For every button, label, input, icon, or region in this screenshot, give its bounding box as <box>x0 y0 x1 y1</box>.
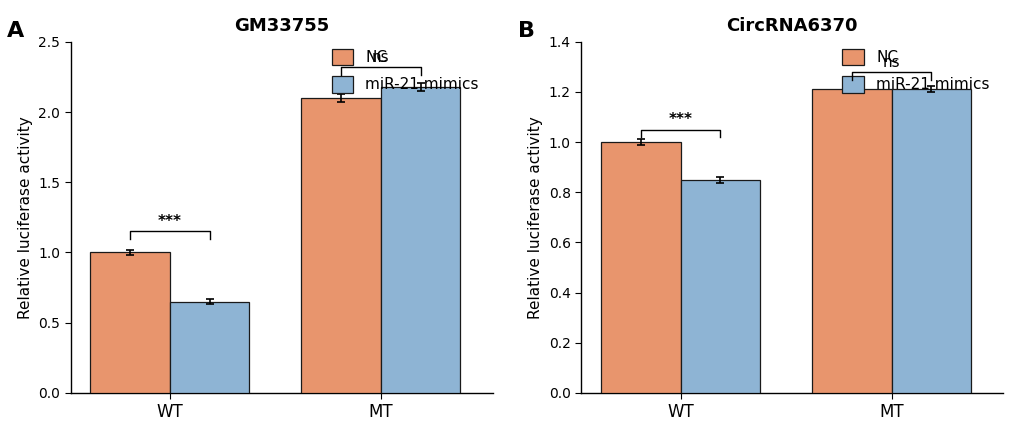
Title: CircRNA6370: CircRNA6370 <box>726 17 857 35</box>
Text: ns: ns <box>372 50 389 65</box>
Bar <box>91 252 170 393</box>
Bar <box>680 180 759 393</box>
Text: B: B <box>518 21 534 41</box>
Text: ***: *** <box>158 214 181 229</box>
Bar <box>170 302 249 393</box>
Text: ***: *** <box>667 112 692 127</box>
Text: ns: ns <box>881 55 900 70</box>
Title: GM33755: GM33755 <box>233 17 329 35</box>
Text: A: A <box>7 21 24 41</box>
Legend: NC, miR-21 mimics: NC, miR-21 mimics <box>325 42 484 99</box>
Bar <box>811 89 891 393</box>
Bar <box>891 89 970 393</box>
Y-axis label: Relative luciferase activity: Relative luciferase activity <box>17 116 33 319</box>
Legend: NC, miR-21 mimics: NC, miR-21 mimics <box>836 42 995 99</box>
Bar <box>302 98 380 393</box>
Bar <box>600 142 680 393</box>
Y-axis label: Relative luciferase activity: Relative luciferase activity <box>528 116 543 319</box>
Bar <box>380 87 460 393</box>
